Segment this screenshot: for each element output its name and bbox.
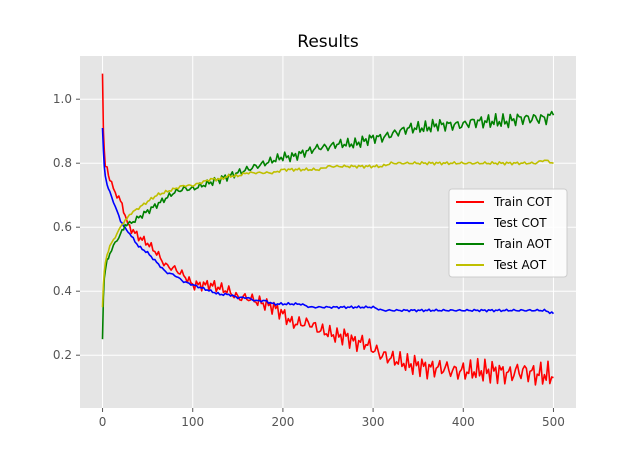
legend-label: Train AOT — [493, 237, 552, 251]
series-lines — [101, 73, 555, 386]
legend-label: Train COT — [493, 195, 552, 209]
y-tick-label: 0.6 — [53, 220, 72, 234]
x-tick-label: 500 — [542, 415, 565, 429]
series-line-3 — [101, 110, 555, 340]
series-line-2 — [101, 127, 555, 315]
x-tick-label: 0 — [99, 415, 107, 429]
x-tick-label: 400 — [452, 415, 475, 429]
x-tick-label: 100 — [181, 415, 204, 429]
series-line-4 — [101, 159, 554, 308]
legend-label: Test COT — [493, 216, 547, 230]
y-tick-label: 1.0 — [53, 92, 72, 106]
chart-title: Results — [297, 32, 359, 52]
y-tick-label: 0.8 — [53, 156, 72, 170]
y-tick-label: 0.2 — [53, 348, 72, 362]
x-tick-label: 300 — [362, 415, 385, 429]
series-line-1 — [101, 73, 554, 386]
axis-ticks: 0 100 200 300 400 500 0.2 0.4 0.6 0.8 1.0 — [53, 92, 565, 429]
legend: Train COT Test COT Train AOT Test AOT — [448, 188, 568, 278]
x-tick-label: 200 — [271, 415, 294, 429]
legend-label: Test AOT — [493, 258, 547, 272]
y-tick-label: 0.4 — [53, 284, 72, 298]
legend-box — [448, 188, 568, 278]
